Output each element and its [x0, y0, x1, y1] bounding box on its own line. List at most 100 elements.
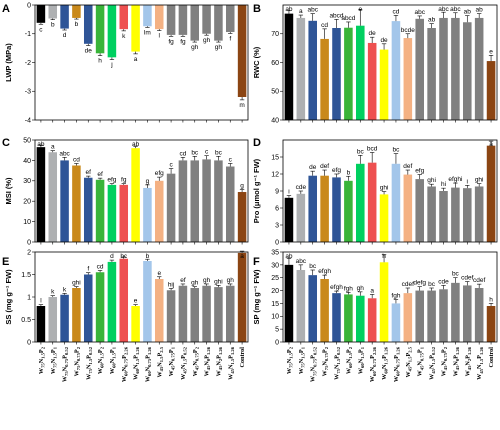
x-tick-label: W60N1.5P1.26	[133, 346, 141, 380]
x-tick-label: W45N0P1.26	[452, 346, 460, 376]
significance-letter: cde	[296, 184, 307, 191]
bar	[308, 175, 318, 242]
y-axis-label: SP (mg g⁻¹ FW)	[252, 269, 261, 325]
bar	[48, 297, 58, 342]
bar	[415, 18, 425, 120]
significance-letter: k	[63, 286, 67, 293]
significance-letter: efg	[332, 167, 341, 174]
significance-letter: ef	[180, 277, 186, 284]
bar	[439, 17, 448, 120]
panel-label: B	[253, 3, 261, 15]
y-tick-label: 20	[271, 288, 279, 295]
x-tick-label: W60N1.5P1	[357, 346, 365, 374]
x-tick-label: W60N0.75P1.26	[393, 346, 401, 382]
x-tick-label: W45N1.5P0.52	[429, 346, 437, 380]
y-tick-label: 15	[271, 154, 279, 161]
y-tick-label: 30	[23, 178, 31, 185]
significance-letter: ab	[37, 141, 45, 148]
x-tick-label: W45N0.75P1	[168, 346, 176, 376]
significance-letter: efgh	[330, 284, 343, 291]
bar	[107, 184, 117, 242]
significance-letter: def	[320, 163, 329, 170]
significance-letter: e	[157, 270, 161, 277]
significance-letter: ab	[285, 6, 293, 13]
significance-letter: bc	[452, 271, 460, 278]
bar	[202, 159, 211, 242]
bar	[178, 285, 188, 342]
bar	[284, 13, 294, 120]
bar	[166, 173, 176, 242]
y-tick-label: 0	[27, 2, 31, 9]
significance-letter: ab	[132, 141, 140, 148]
bar	[451, 282, 460, 342]
significance-letter: abc	[438, 6, 449, 13]
significance-letter: cdef	[461, 275, 473, 282]
bar	[308, 20, 318, 120]
significance-letter: b	[51, 22, 55, 29]
significance-letter: k	[51, 289, 55, 296]
y-axis-label: SS (mg g⁻¹ FW)	[4, 269, 13, 325]
x-tick-label: W45N2P1.26	[215, 346, 223, 376]
y-axis-label: Pro (μmol g⁻¹ FW)	[252, 158, 261, 223]
significance-letter: abc	[450, 6, 461, 13]
significance-letter: a	[134, 56, 138, 63]
significance-letter: ghi	[380, 185, 389, 192]
significance-letter: b	[146, 253, 150, 260]
bar	[178, 5, 188, 35]
x-tick-label: W60N1.5P1	[109, 346, 117, 374]
y-tick-label: 15	[271, 301, 279, 308]
significance-letter: a	[299, 8, 303, 15]
x-tick-label: Control	[239, 347, 246, 368]
y-tick-label: 30	[271, 262, 279, 269]
significance-letter: bc	[393, 147, 401, 154]
significance-letter: cd	[393, 8, 400, 15]
panel-label: D	[253, 137, 261, 149]
y-tick-label: 3	[275, 222, 279, 229]
x-tick-label: W75N0.75P2	[73, 346, 81, 376]
x-tick-label: W75N1.5P1	[298, 346, 306, 374]
significance-letter: cd	[97, 263, 104, 270]
panel-label: E	[2, 256, 9, 268]
bar	[284, 197, 294, 242]
bar	[320, 38, 329, 120]
bar	[332, 28, 341, 120]
x-tick-label: W75N0.75P0.52	[310, 346, 318, 382]
x-tick-label: W75N1.5P2	[38, 346, 46, 374]
significance-letter: hi	[441, 181, 446, 188]
bar	[190, 160, 200, 242]
significance-letter: gh	[191, 44, 199, 51]
bar	[344, 180, 353, 242]
bar	[60, 160, 69, 242]
significance-letter: efgh	[318, 268, 331, 275]
y-axis-label: MSI (%)	[4, 177, 13, 205]
bar	[83, 177, 93, 242]
bar	[355, 163, 365, 242]
significance-letter: cde	[438, 278, 449, 285]
bar	[379, 262, 389, 342]
bar	[367, 42, 377, 121]
y-tick-label: 2	[27, 249, 31, 256]
significance-letter: fgh	[344, 285, 353, 292]
bar	[143, 261, 152, 342]
bar	[225, 166, 235, 242]
significance-letter: abc	[296, 258, 307, 265]
significance-letter: b	[75, 21, 79, 28]
significance-letter: l	[40, 298, 42, 305]
significance-letter: fg	[180, 38, 186, 45]
significance-letter: j	[110, 62, 112, 69]
x-tick-label: W45N0.75P2	[192, 346, 200, 376]
bar	[119, 258, 129, 342]
x-category-labels: W75N1.5P2 W75N1.5P1 W75N0.75P0.52 W75N0.75P…	[286, 346, 495, 382]
bar	[131, 148, 140, 242]
significance-letter: ghi	[214, 278, 223, 285]
bar	[474, 17, 484, 120]
significance-letter: bc	[191, 149, 199, 156]
y-tick-label: 1	[27, 294, 31, 301]
significance-letter: lm	[144, 29, 151, 36]
bar	[143, 187, 152, 242]
significance-letter: cdef	[473, 277, 485, 284]
significance-letter: fg	[168, 38, 174, 45]
bar	[214, 287, 223, 342]
bar	[190, 5, 200, 41]
